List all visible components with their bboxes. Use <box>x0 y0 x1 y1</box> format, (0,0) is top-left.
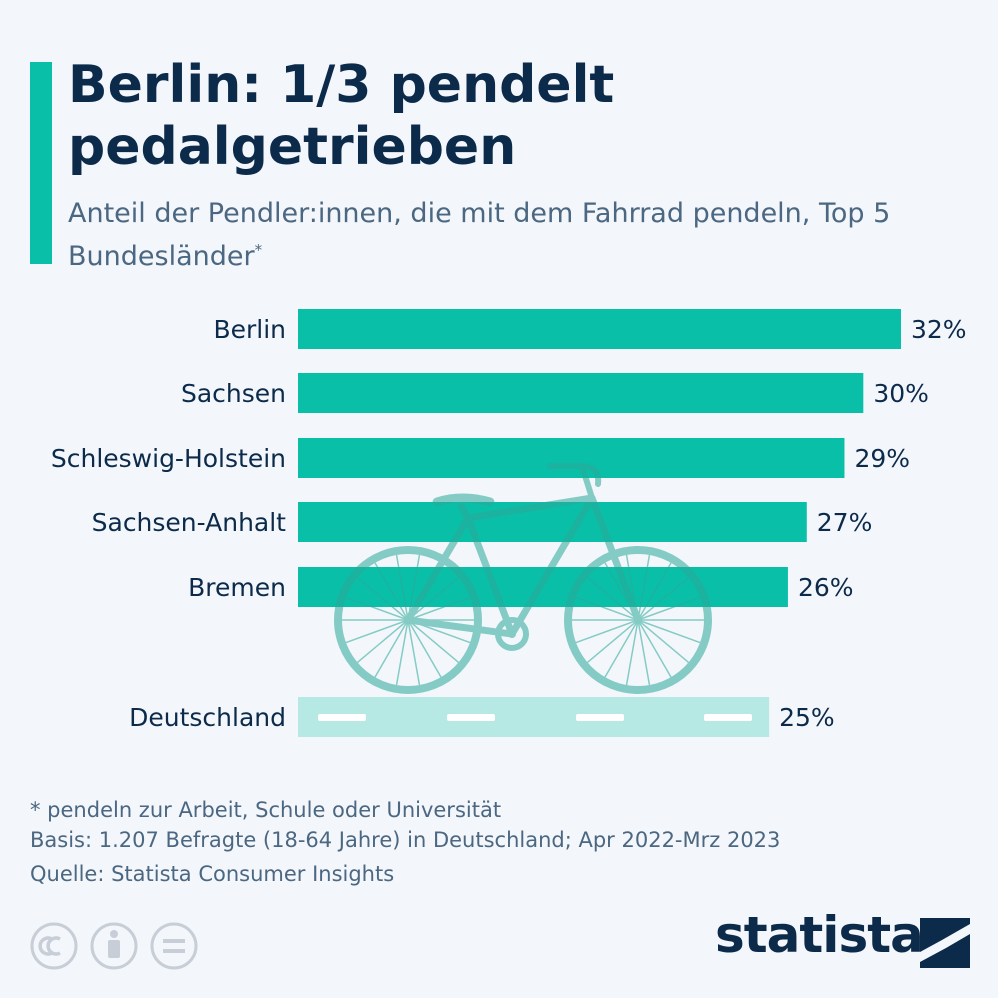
value-label-deutschland: 25% <box>779 703 835 732</box>
footnote-source: Quelle: Statista Consumer Insights <box>30 862 395 886</box>
subtitle-text: Anteil der Pendler:innen, die mit dem Fa… <box>68 198 891 272</box>
value-label-schleswig-holstein: 29% <box>854 444 910 473</box>
bar-deutschland <box>298 697 770 737</box>
bar-sachsen <box>298 373 864 413</box>
bar-sachsen-anhalt <box>298 502 807 542</box>
wheel-spoke <box>637 619 651 686</box>
subtitle-footnote-mark: * <box>254 241 263 259</box>
road-markings <box>318 714 752 721</box>
category-label-deutschland: Deutschland <box>129 703 286 732</box>
wheel-spoke <box>374 619 409 678</box>
bike-saddle <box>432 493 495 507</box>
bar-chart: Berlin 32% Sachsen 30% Schleswig-Holstein 29%… <box>51 309 967 737</box>
wheel-spoke <box>637 562 672 621</box>
bar-berlin <box>298 309 901 349</box>
bike-crank <box>495 617 529 651</box>
wheel-spoke <box>586 577 639 621</box>
wheel-spoke <box>356 577 409 621</box>
bike-seat-post <box>456 502 472 520</box>
footnote-basis: Basis: 1.207 Befragte (18-64 Jahre) in D… <box>30 828 781 852</box>
bar-schleswig-holstein <box>298 438 845 478</box>
category-label-berlin: Berlin <box>213 315 286 344</box>
wheel-spoke <box>575 596 639 621</box>
rear-hub <box>404 616 412 624</box>
value-label-bremen: 26% <box>798 573 854 602</box>
value-label-sachsen-anhalt: 27% <box>817 508 873 537</box>
road-dash <box>704 714 752 721</box>
license-icons <box>30 922 198 970</box>
wheel-spoke <box>625 619 639 686</box>
rear-wheel <box>334 546 482 694</box>
bike-handlebar <box>547 463 602 501</box>
no-derivatives-icon <box>150 922 198 970</box>
title-accent-bar <box>30 62 52 264</box>
wheel-spoke <box>637 619 701 644</box>
wheel-spoke <box>575 619 639 644</box>
wheel-spoke <box>407 577 460 621</box>
wheel-spoke <box>356 619 409 663</box>
wheel-spoke <box>407 619 460 663</box>
wheel-spoke <box>604 619 639 678</box>
wheel-spoke <box>586 619 639 663</box>
statista-logo-text: statista <box>715 906 924 964</box>
wheel-spoke <box>345 619 409 644</box>
wheel-spoke <box>637 619 672 678</box>
wheel-spoke <box>374 562 409 621</box>
front-wheel <box>564 546 712 694</box>
chart-subtitle: Anteil der Pendler:innen, die mit dem Fa… <box>68 196 968 275</box>
front-hub <box>634 616 642 624</box>
attribution-icon <box>90 922 138 970</box>
wheel-spoke <box>395 619 409 686</box>
wheel-spoke <box>407 596 471 621</box>
road-dash <box>447 714 495 721</box>
crank-hub <box>508 630 516 638</box>
value-label-sachsen: 30% <box>873 379 929 408</box>
footnote-note: * pendeln zur Arbeit, Schule oder Univer… <box>30 798 502 822</box>
wheel-spoke <box>407 554 421 621</box>
value-label-berlin: 32% <box>911 315 967 344</box>
category-label-sachsen: Sachsen <box>181 379 286 408</box>
wheel-spoke <box>637 619 690 663</box>
chart-title: Berlin: 1/3 pendelt pedalgetrieben <box>68 55 615 177</box>
wheel-spoke <box>395 554 409 621</box>
category-label-sachsen-anhalt: Sachsen-Anhalt <box>92 508 287 537</box>
road-dash <box>576 714 624 721</box>
wheel-spoke <box>637 577 690 621</box>
cc-icon <box>30 922 78 970</box>
bicycle-illustration <box>334 463 712 694</box>
wheel-spoke <box>407 619 442 678</box>
wheel-spoke <box>637 596 701 621</box>
wheel-spoke <box>407 619 421 686</box>
category-label-schleswig-holstein: Schleswig-Holstein <box>51 444 286 473</box>
road-dash <box>318 714 366 721</box>
statista-logo-icon <box>920 918 970 968</box>
wheel-spoke <box>345 596 409 621</box>
wheel-spoke <box>637 554 651 621</box>
category-label-bremen: Bremen <box>188 573 286 602</box>
